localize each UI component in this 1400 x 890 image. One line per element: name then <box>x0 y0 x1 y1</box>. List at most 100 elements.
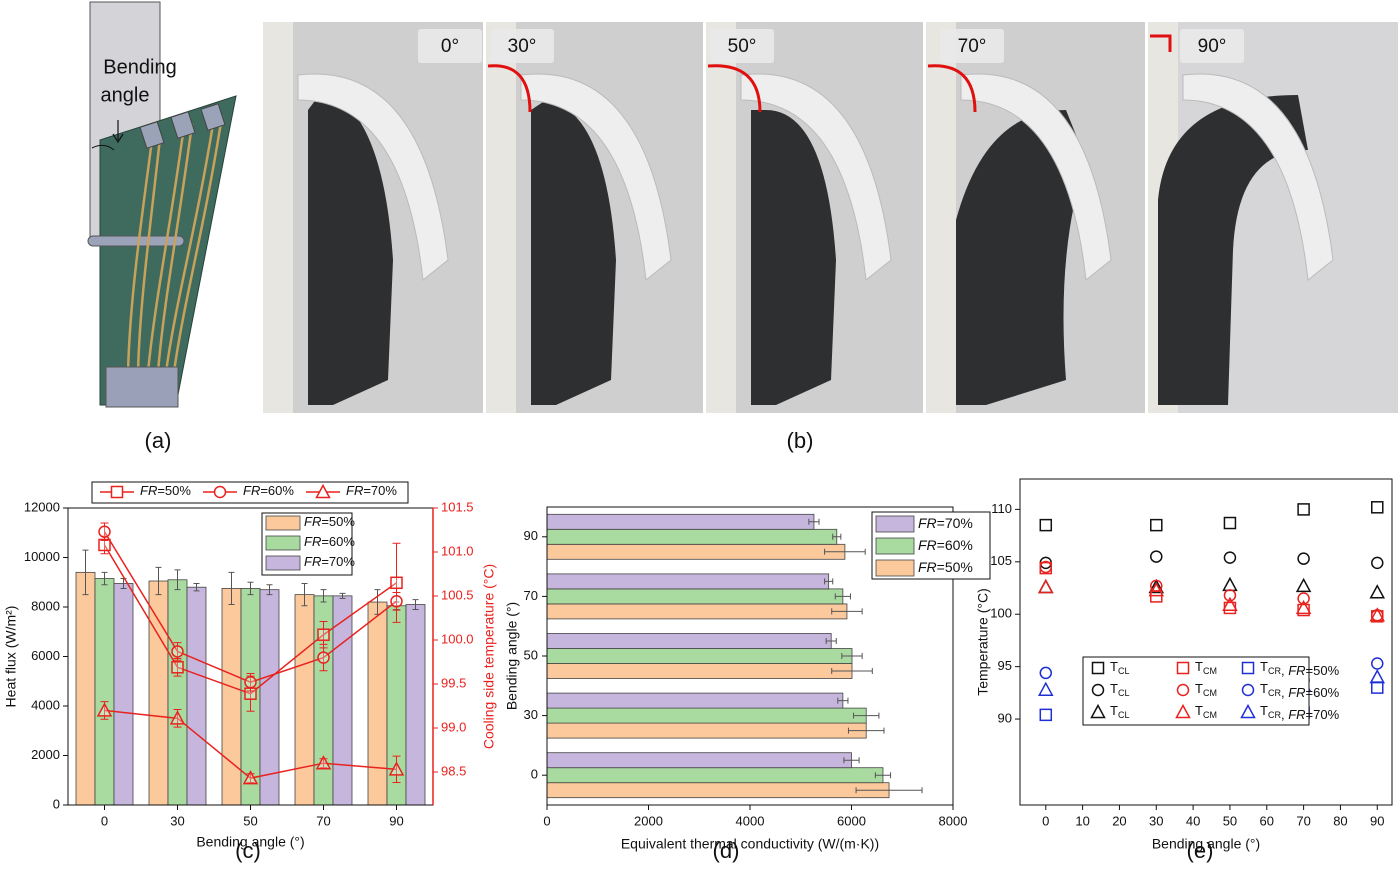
marker <box>1297 592 1310 605</box>
x-tick-label: 30 <box>170 813 184 828</box>
x-tick-label: 10 <box>1075 813 1089 828</box>
marker <box>317 651 330 664</box>
legend-label: TCM <box>1195 659 1217 676</box>
legend-label: FR=60% <box>918 537 973 553</box>
x-tick-label: 70 <box>1296 813 1310 828</box>
marker <box>1175 703 1191 719</box>
panel-label: (c) <box>235 838 261 863</box>
marker <box>1295 577 1312 593</box>
bar <box>546 648 853 664</box>
marker <box>1039 518 1053 532</box>
error-bar <box>874 772 892 779</box>
marker <box>1369 669 1386 684</box>
marker <box>169 710 186 725</box>
y-tick-label: 10000 <box>24 549 60 564</box>
marker <box>1371 681 1384 694</box>
marker <box>1371 556 1384 570</box>
photo-wall <box>706 22 736 413</box>
error-bar <box>847 727 885 734</box>
y2-tick-label: 100.0 <box>441 631 474 646</box>
legend-label: TCM <box>1195 703 1217 720</box>
y2-tick-label: 101.5 <box>441 499 474 514</box>
y-tick-label: 90 <box>524 528 538 543</box>
error-bar <box>832 533 842 540</box>
marker <box>1371 501 1384 514</box>
y-tick-label: 95 <box>998 658 1012 673</box>
bar <box>546 752 852 769</box>
legend-label: FR=60% <box>304 534 355 549</box>
marker <box>1038 578 1054 594</box>
y-tick-label: 0 <box>53 796 60 811</box>
photo-wall <box>486 22 516 413</box>
legend-label: TCR, FR=50% <box>1260 659 1340 678</box>
legend-swatch <box>875 559 915 577</box>
bar <box>546 528 838 545</box>
error-bar <box>843 757 860 764</box>
legend-swatch <box>265 515 301 531</box>
marker <box>1038 681 1054 696</box>
legend-label: TCM <box>1195 681 1217 698</box>
annotation: angle <box>101 84 150 106</box>
marker <box>1091 683 1105 697</box>
y2-tick-label: 101.0 <box>441 543 474 558</box>
panel-label: (e) <box>1187 838 1214 863</box>
angle-label: 50° <box>728 36 757 57</box>
error-bar <box>339 592 346 599</box>
marker <box>390 576 403 590</box>
axis-label: Bending angle (°) <box>196 834 304 850</box>
foam <box>308 90 393 405</box>
marker <box>1039 666 1053 680</box>
marker <box>1241 661 1255 675</box>
legend-label: FR=70% <box>346 483 397 498</box>
marker <box>1091 661 1105 675</box>
protractor <box>740 73 892 281</box>
error-bar <box>841 653 863 659</box>
bar <box>546 513 815 530</box>
y-tick-label: 100 <box>990 606 1012 621</box>
bar <box>546 707 867 724</box>
legend <box>1082 656 1310 726</box>
x-tick-label: 8000 <box>939 813 968 828</box>
marker <box>98 538 111 552</box>
bar <box>546 782 890 799</box>
panel-label: (d) <box>713 838 740 863</box>
x-tick-label: 30 <box>1149 813 1163 828</box>
bar <box>294 594 315 806</box>
legend-swatch <box>875 515 915 533</box>
protractor <box>520 73 672 281</box>
y2-tick-label: 99.5 <box>441 675 466 690</box>
legend-swatch <box>265 535 301 551</box>
legend-label: TCL <box>1110 703 1129 720</box>
bar <box>167 579 188 806</box>
angle-box <box>940 29 1004 63</box>
angle-box <box>418 29 482 63</box>
legend-label: TCL <box>1110 681 1129 698</box>
x-tick-label: 50 <box>1223 813 1237 828</box>
bar <box>546 767 884 784</box>
y-tick-label: 4000 <box>31 697 60 712</box>
x-tick-label: 90 <box>389 813 403 828</box>
marker <box>98 525 111 539</box>
foam <box>1158 95 1308 405</box>
bar <box>546 603 848 620</box>
error-bar <box>101 571 108 586</box>
marker <box>1371 657 1384 670</box>
x-tick-label: 2000 <box>634 813 663 828</box>
marker <box>1039 708 1053 722</box>
error-bar <box>824 548 866 555</box>
marker <box>1223 551 1237 564</box>
x-tick-label: 4000 <box>736 813 765 828</box>
x-tick-label: 0 <box>543 813 550 828</box>
marker <box>1039 560 1053 574</box>
marker <box>244 675 257 689</box>
legend-label: FR=70% <box>918 515 973 531</box>
angle-arc <box>927 64 977 113</box>
error-bar <box>266 584 273 596</box>
photo-strip: 0° 30° 50° 70° 90° <box>263 22 1398 413</box>
angle-label: 70° <box>958 36 987 57</box>
bar <box>94 578 115 806</box>
axis-label: Heat flux (W/m²) <box>3 606 19 708</box>
angle-label: 0° <box>441 36 459 57</box>
marker <box>1240 703 1256 719</box>
marker <box>1150 579 1163 593</box>
